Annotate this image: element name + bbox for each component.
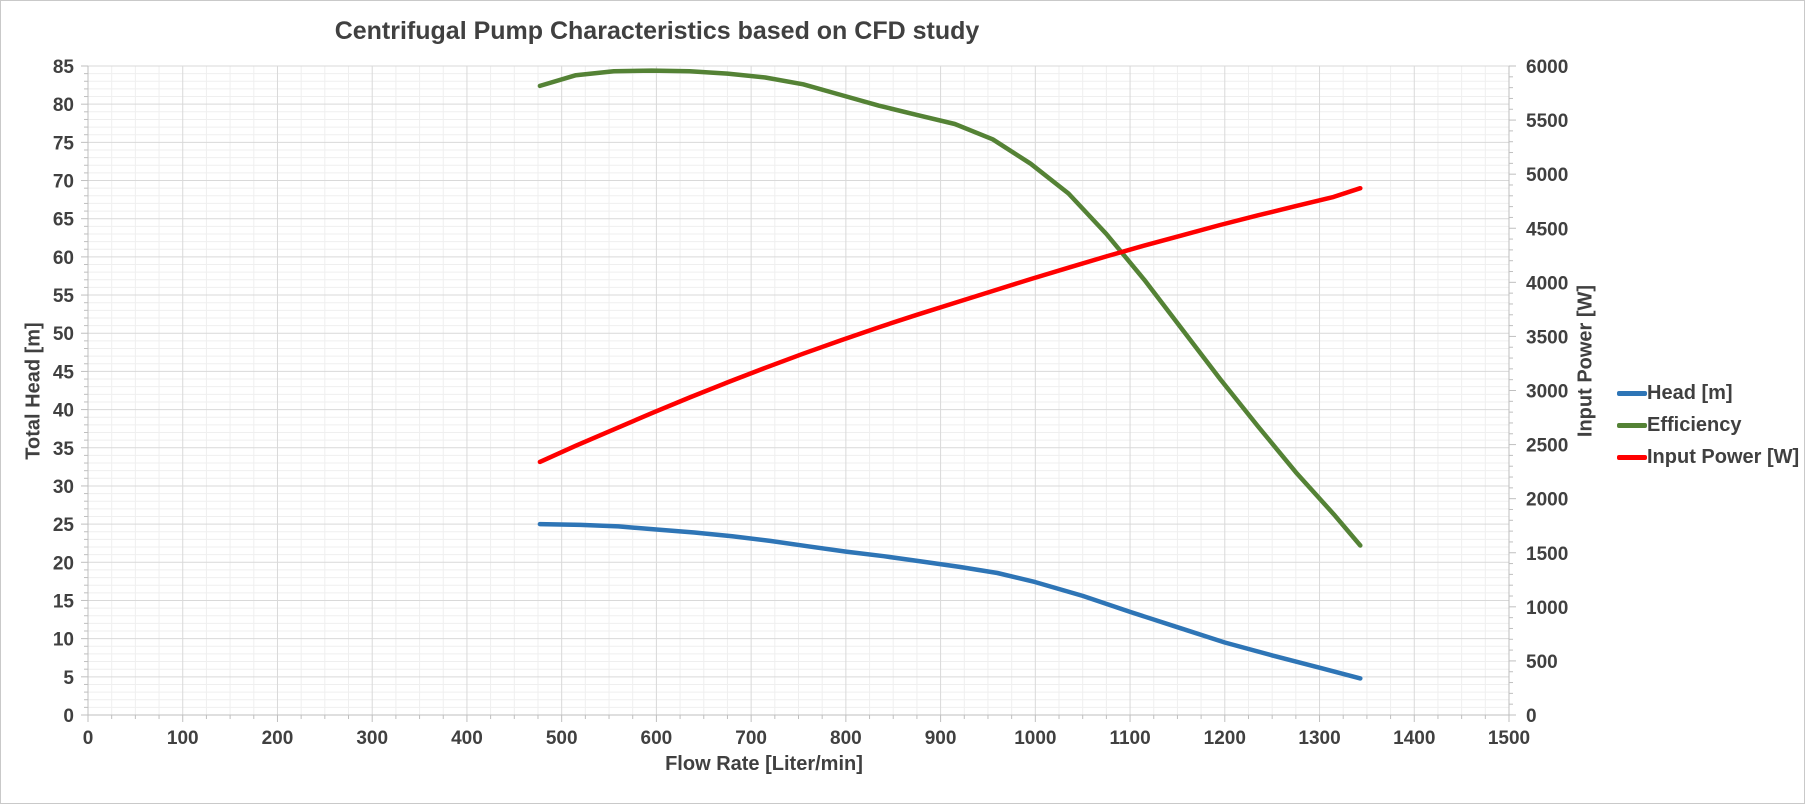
left-axis-title: Total Head [m] — [22, 322, 45, 460]
svg-text:500: 500 — [1526, 652, 1558, 673]
svg-text:0: 0 — [1526, 706, 1537, 727]
svg-text:10: 10 — [53, 630, 74, 651]
legend-item-input-power: Input Power [W] — [1617, 441, 1799, 473]
svg-text:1000: 1000 — [1526, 598, 1568, 619]
svg-text:70: 70 — [53, 172, 74, 193]
svg-text:0: 0 — [63, 706, 74, 727]
legend-label-head: Head [m] — [1647, 381, 1733, 404]
svg-text:1400: 1400 — [1393, 728, 1435, 749]
svg-text:700: 700 — [735, 728, 767, 749]
svg-text:300: 300 — [356, 728, 388, 749]
chart-title: Centrifugal Pump Characteristics based o… — [334, 17, 980, 45]
svg-text:5000: 5000 — [1526, 165, 1568, 186]
svg-text:80: 80 — [53, 95, 74, 116]
head-series-swatch-icon — [1617, 390, 1647, 396]
svg-text:400: 400 — [451, 728, 483, 749]
svg-text:6000: 6000 — [1526, 57, 1568, 78]
legend-item-head: Head [m] — [1617, 377, 1799, 409]
svg-text:1000: 1000 — [1014, 728, 1056, 749]
svg-text:800: 800 — [830, 728, 862, 749]
svg-text:25: 25 — [53, 515, 75, 536]
svg-text:3000: 3000 — [1526, 382, 1568, 403]
svg-text:50: 50 — [53, 324, 74, 345]
svg-text:15: 15 — [53, 591, 75, 612]
legend-item-efficiency: Efficiency — [1617, 409, 1799, 441]
svg-text:20: 20 — [53, 553, 74, 574]
svg-text:60: 60 — [53, 248, 74, 269]
svg-text:40: 40 — [53, 401, 74, 422]
svg-text:1200: 1200 — [1204, 728, 1246, 749]
svg-text:1300: 1300 — [1298, 728, 1340, 749]
svg-text:65: 65 — [53, 210, 75, 231]
svg-text:100: 100 — [167, 728, 199, 749]
svg-text:1500: 1500 — [1488, 728, 1530, 749]
input-power-series-swatch-icon — [1617, 454, 1647, 460]
svg-text:55: 55 — [53, 286, 75, 307]
svg-text:900: 900 — [925, 728, 957, 749]
efficiency-series-swatch-icon — [1617, 422, 1647, 428]
svg-text:600: 600 — [641, 728, 673, 749]
svg-text:500: 500 — [546, 728, 578, 749]
legend-label-efficiency: Efficiency — [1647, 413, 1742, 436]
svg-text:45: 45 — [53, 362, 75, 383]
x-axis-title: Flow Rate [Liter/min] — [665, 753, 863, 775]
svg-text:2500: 2500 — [1526, 436, 1568, 457]
right-axis-title: Input Power [W] — [1574, 284, 1597, 438]
svg-text:4500: 4500 — [1526, 219, 1568, 240]
svg-text:0: 0 — [83, 728, 94, 749]
legend-label-input-power: Input Power [W] — [1647, 445, 1800, 468]
svg-text:4000: 4000 — [1526, 273, 1568, 294]
svg-text:75: 75 — [53, 133, 75, 154]
svg-text:1500: 1500 — [1526, 544, 1568, 565]
svg-text:200: 200 — [262, 728, 294, 749]
svg-text:85: 85 — [53, 57, 75, 78]
svg-text:3500: 3500 — [1526, 327, 1568, 348]
legend: Head [m] Efficiency Input Power [W] — [1617, 377, 1799, 473]
svg-text:1100: 1100 — [1109, 728, 1150, 749]
svg-text:2000: 2000 — [1526, 490, 1568, 511]
svg-text:5: 5 — [63, 668, 74, 689]
svg-text:30: 30 — [53, 477, 74, 498]
svg-text:5500: 5500 — [1526, 111, 1568, 132]
svg-text:35: 35 — [53, 439, 75, 460]
